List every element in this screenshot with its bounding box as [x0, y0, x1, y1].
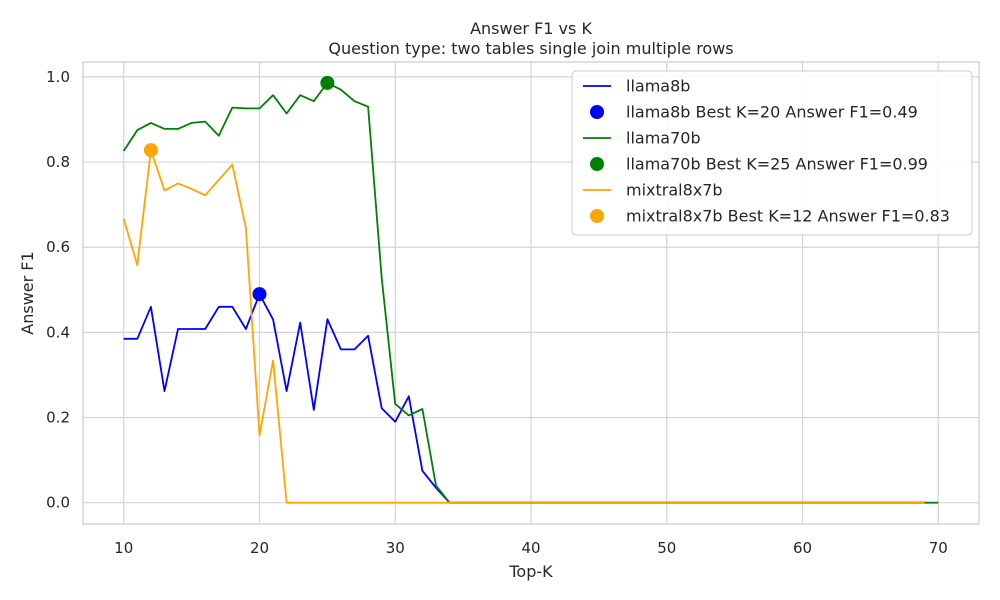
legend-label: llama8b	[626, 77, 690, 96]
legend-label: llama8b Best K=20 Answer F1=0.49	[626, 103, 918, 122]
legend-marker-swatch	[590, 157, 604, 171]
series-line-mixtral8x7b	[122, 149, 925, 504]
best-points	[143, 75, 335, 302]
y-tick-label: 0.6	[46, 238, 70, 256]
x-tick-labels: 10 20 30 40 50 60 70	[114, 539, 948, 557]
x-tick-label: 60	[793, 539, 812, 557]
y-tick-label: 1.0	[46, 68, 70, 86]
series-line-llama8b	[123, 293, 925, 504]
chart-subtitle: Question type: two tables single join mu…	[328, 39, 733, 58]
x-tick-label: 10	[114, 539, 133, 557]
series-lines	[122, 82, 939, 504]
best-point-marker-0	[252, 287, 267, 302]
x-tick-label: 40	[521, 539, 540, 557]
best-point-marker-2	[143, 143, 158, 158]
legend-label: llama70b Best K=25 Answer F1=0.99	[626, 155, 928, 174]
legend-label: llama70b	[626, 129, 701, 148]
legend-marker-swatch	[590, 105, 604, 119]
y-tick-label: 0.0	[46, 494, 70, 512]
best-point-marker-1	[320, 75, 335, 90]
y-tick-labels: 0.0 0.2 0.4 0.6 0.8 1.0	[46, 68, 70, 512]
y-axis-label: Answer F1	[18, 251, 37, 334]
legend-label: mixtral8x7b	[626, 181, 723, 200]
y-tick-label: 0.2	[46, 409, 70, 427]
x-tick-label: 70	[929, 539, 948, 557]
plot-area-frame	[82, 61, 980, 525]
legend-box	[571, 70, 973, 236]
x-tick-label: 30	[386, 539, 405, 557]
legend-marker-swatch	[590, 209, 604, 223]
y-tick-label: 0.4	[46, 323, 70, 341]
x-axis-label: Top-K	[508, 562, 553, 581]
legend: llama8b llama8b Best K=20 Answer F1=0.49 l…	[571, 70, 973, 236]
x-tick-label: 20	[250, 539, 269, 557]
y-tick-label: 0.8	[46, 153, 70, 171]
chart-title: Answer F1 vs K	[470, 19, 592, 38]
legend-label: mixtral8x7b Best K=12 Answer F1=0.83	[626, 207, 950, 226]
x-tick-label: 50	[657, 539, 676, 557]
